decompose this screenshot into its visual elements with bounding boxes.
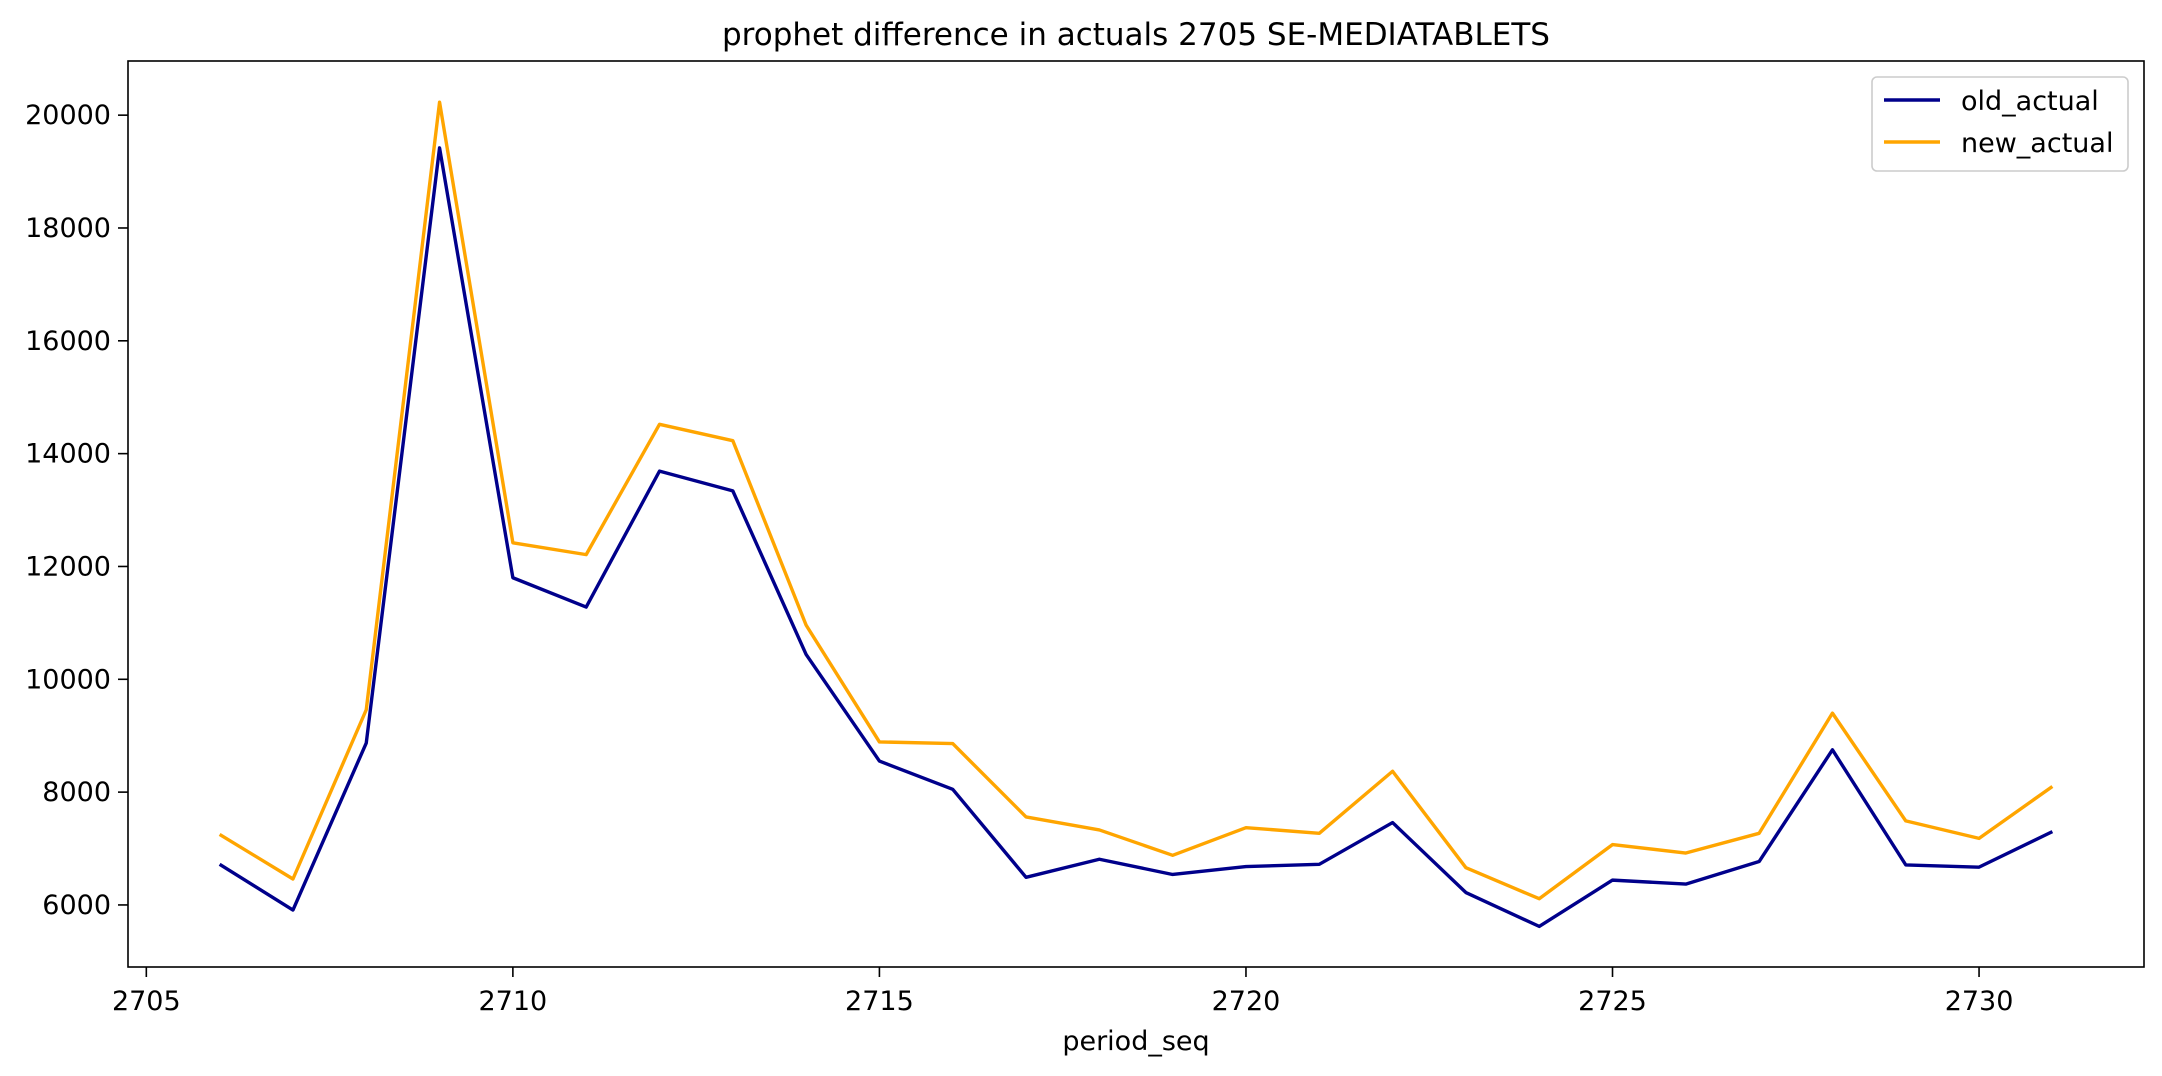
y-tick-label: 12000 (25, 551, 111, 582)
y-tick-label: 16000 (25, 326, 111, 357)
y-tick-label: 14000 (25, 439, 111, 470)
x-axis-label: period_seq (1062, 1026, 1209, 1057)
series-layer (218, 100, 2054, 929)
y-tick-label: 10000 (25, 664, 111, 695)
y-tick-label: 6000 (42, 890, 111, 921)
x-tick-label: 2720 (1212, 986, 1281, 1017)
series-line-old-actual (218, 146, 2054, 929)
y-axis-ticks: 6000 8000 10000 12000 14000 16000 18000 20000 (25, 100, 128, 921)
y-tick-label: 18000 (25, 213, 111, 244)
legend-label-old-actual: old_actual (1961, 86, 2099, 117)
legend: old_actual new_actual (1871, 76, 2129, 172)
y-tick-label: 20000 (25, 100, 111, 131)
x-tick-label: 2730 (1945, 986, 2014, 1017)
x-tick-label: 2710 (479, 986, 548, 1017)
plot-area-frame (127, 60, 2145, 968)
x-tick-label: 2705 (112, 986, 181, 1017)
x-tick-label: 2725 (1578, 986, 1647, 1017)
chart-title: prophet difference in actuals 2705 SE-ME… (722, 17, 1550, 53)
y-tick-label: 8000 (42, 777, 111, 808)
x-axis-ticks: 2705 2710 2715 2720 2725 2730 (112, 967, 2013, 1017)
x-tick-label: 2715 (845, 986, 914, 1017)
legend-label-new-actual: new_actual (1961, 128, 2113, 159)
series-line-new-actual (218, 100, 2054, 901)
